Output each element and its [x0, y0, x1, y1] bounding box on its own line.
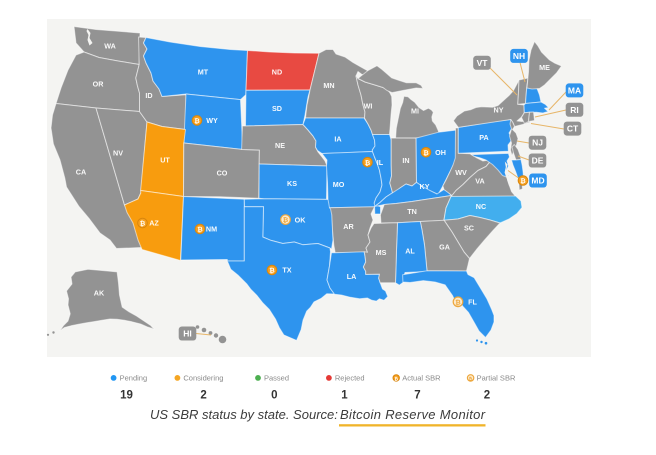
svg-text:₿: ₿: [455, 298, 461, 306]
svg-text:Rejected: Rejected: [335, 374, 365, 383]
svg-text:WV: WV: [455, 168, 467, 177]
svg-text:CA: CA: [76, 168, 86, 177]
svg-text:RI: RI: [570, 105, 579, 115]
svg-text:Actual SBR: Actual SBR: [402, 374, 441, 383]
svg-text:CO: CO: [217, 169, 228, 178]
svg-text:19: 19: [120, 390, 133, 402]
svg-text:1: 1: [341, 390, 348, 402]
svg-text:CT: CT: [567, 124, 579, 134]
svg-text:Considering: Considering: [183, 374, 223, 383]
svg-text:OH: OH: [435, 148, 446, 157]
svg-text:AZ: AZ: [149, 219, 159, 228]
svg-text:IL: IL: [377, 158, 384, 167]
svg-text:KY: KY: [420, 182, 430, 191]
svg-text:LA: LA: [347, 272, 357, 281]
svg-text:AR: AR: [343, 222, 354, 231]
svg-text:AL: AL: [405, 247, 415, 256]
svg-text:2: 2: [200, 390, 206, 402]
svg-text:UT: UT: [160, 156, 170, 165]
svg-text:ID: ID: [145, 91, 152, 100]
svg-text:ME: ME: [539, 63, 550, 72]
svg-text:SD: SD: [272, 104, 282, 113]
svg-text:₿: ₿: [469, 376, 473, 382]
svg-text:WA: WA: [104, 42, 116, 51]
svg-text:IA: IA: [334, 135, 341, 144]
svg-text:0: 0: [271, 390, 277, 402]
svg-text:7: 7: [414, 390, 420, 402]
svg-text:US SBR status by state. Source: US SBR status by state. Source: Bitcoin …: [150, 407, 486, 422]
svg-text:₿: ₿: [140, 220, 146, 228]
svg-text:MD: MD: [531, 176, 544, 186]
svg-text:MO: MO: [333, 180, 345, 189]
svg-text:TN: TN: [407, 207, 417, 216]
svg-text:ND: ND: [272, 68, 282, 77]
svg-text:MT: MT: [198, 68, 209, 77]
svg-text:Pending: Pending: [120, 374, 148, 383]
svg-text:2: 2: [484, 390, 490, 402]
svg-text:IN: IN: [402, 156, 409, 165]
svg-text:Partial SBR: Partial SBR: [477, 374, 516, 383]
svg-text:NH: NH: [513, 51, 525, 61]
svg-text:PA: PA: [479, 133, 488, 142]
svg-text:MN: MN: [323, 81, 334, 90]
svg-text:WI: WI: [364, 102, 373, 111]
svg-text:₿: ₿: [197, 226, 203, 234]
svg-text:WY: WY: [206, 116, 218, 125]
svg-text:NE: NE: [275, 141, 285, 150]
svg-text:OR: OR: [93, 80, 105, 89]
svg-text:NY: NY: [494, 106, 504, 115]
svg-text:₿: ₿: [520, 177, 526, 185]
svg-text:SC: SC: [464, 224, 474, 233]
svg-text:NM: NM: [206, 225, 217, 234]
svg-text:NV: NV: [113, 149, 123, 158]
svg-text:₿: ₿: [194, 117, 200, 125]
svg-text:₿: ₿: [423, 149, 429, 157]
svg-text:HI: HI: [183, 329, 192, 339]
svg-text:KS: KS: [287, 179, 297, 188]
svg-text:TX: TX: [282, 266, 291, 275]
svg-text:Passed: Passed: [264, 374, 289, 383]
svg-text:FL: FL: [468, 298, 477, 307]
svg-text:₿: ₿: [394, 376, 398, 382]
svg-text:DE: DE: [532, 156, 544, 166]
svg-text:MS: MS: [376, 248, 387, 257]
svg-text:MA: MA: [568, 85, 581, 95]
svg-text:₿: ₿: [365, 159, 371, 167]
svg-text:VT: VT: [477, 58, 489, 68]
svg-text:NJ: NJ: [532, 138, 543, 148]
svg-text:₿: ₿: [269, 267, 275, 275]
svg-text:GA: GA: [439, 243, 450, 252]
svg-text:MI: MI: [411, 107, 419, 116]
svg-text:VA: VA: [475, 177, 484, 186]
svg-text:₿: ₿: [283, 216, 289, 224]
svg-text:AK: AK: [94, 289, 105, 298]
svg-text:NC: NC: [476, 202, 486, 211]
svg-text:OK: OK: [295, 215, 307, 224]
